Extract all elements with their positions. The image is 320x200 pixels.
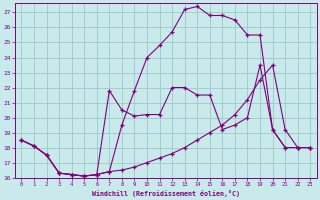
X-axis label: Windchill (Refroidissement éolien,°C): Windchill (Refroidissement éolien,°C) [92, 190, 240, 197]
